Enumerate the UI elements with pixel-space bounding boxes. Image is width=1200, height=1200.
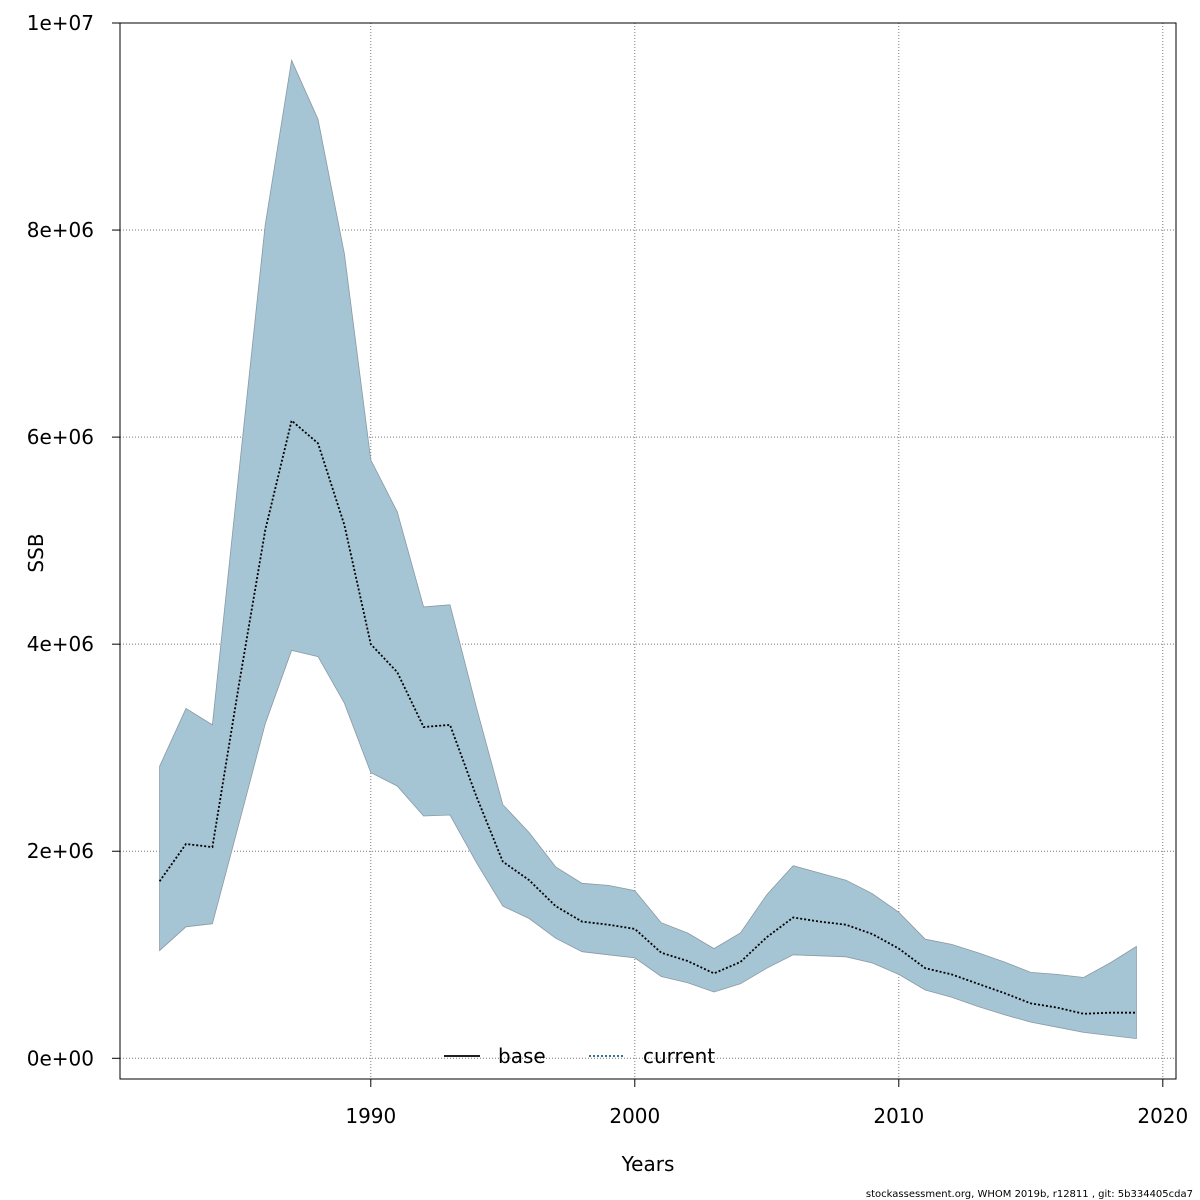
y-tick-label: 4e+06 <box>27 632 94 656</box>
y-axis: 0e+00 2e+06 4e+06 6e+06 8e+06 1e+07 <box>27 11 120 1070</box>
x-axis: 1990 2000 2010 2020 <box>345 1079 1188 1128</box>
legend-label-current: current <box>643 1044 715 1068</box>
x-tick-label: 2020 <box>1137 1104 1188 1128</box>
x-axis-title: Years <box>621 1152 675 1176</box>
plot-frame <box>119 22 1177 1080</box>
x-tick-label: 2000 <box>609 1104 660 1128</box>
y-tick-label: 8e+06 <box>27 218 94 242</box>
confidence-band <box>159 58 1137 1040</box>
y-tick-label: 6e+06 <box>27 425 94 449</box>
confidence-band-layer <box>159 58 1137 1040</box>
y-tick-label: 2e+06 <box>27 839 94 863</box>
footnote: stockassessment.org, WHOM 2019b, r12811 … <box>866 1189 1193 1200</box>
y-tick-label: 0e+00 <box>27 1046 94 1070</box>
x-tick-label: 1990 <box>345 1104 396 1128</box>
series-line-current <box>158 418 1137 1015</box>
legend-label-base: base <box>498 1044 546 1068</box>
legend: base current <box>444 1044 715 1068</box>
series-line-layer <box>158 418 1137 1015</box>
x-tick-label: 2010 <box>873 1104 924 1128</box>
y-tick-label: 1e+07 <box>27 11 94 35</box>
y-axis-title: SSB <box>24 533 48 572</box>
